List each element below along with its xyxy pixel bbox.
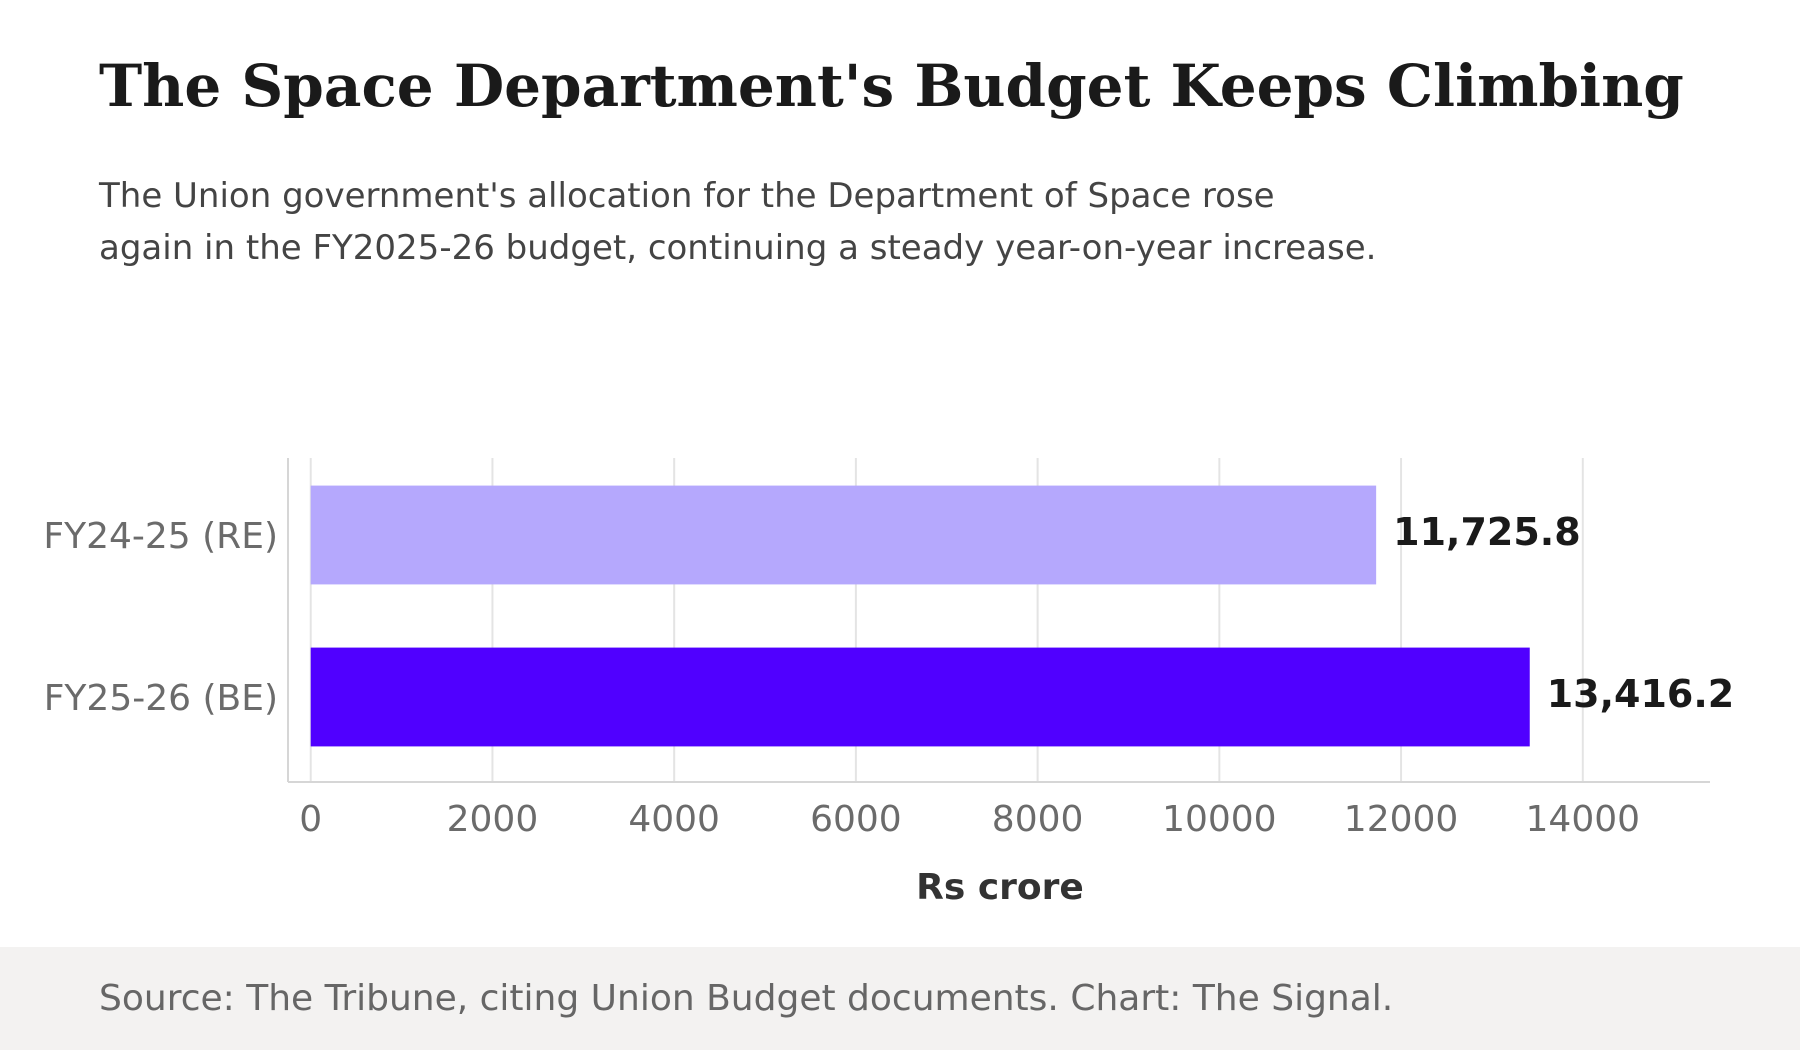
x-tick-label: 2000 — [447, 799, 539, 840]
chart-subtitle: The Union government's allocation for th… — [99, 176, 1377, 268]
x-tick-label: 8000 — [992, 799, 1084, 840]
x-tick-label: 0 — [299, 799, 322, 840]
bar — [310, 485, 1377, 585]
x-tick-label: 12000 — [1344, 799, 1459, 840]
axes — [287, 458, 1710, 783]
x-tick-label: 4000 — [628, 799, 720, 840]
bar-value-label: 11,725.8 — [1393, 510, 1581, 554]
bar-value-label: 13,416.2 — [1547, 672, 1735, 716]
source-note: Source: The Tribune, citing Union Budget… — [99, 978, 1394, 1019]
x-tick-label: 10000 — [1162, 799, 1277, 840]
chart-title: The Space Department's Budget Keeps Clim… — [99, 52, 1684, 120]
x-tick-label: 14000 — [1526, 799, 1641, 840]
y-category-label: FY25-26 (BE) — [44, 678, 278, 719]
bar-chart: 0 2000 4000 6000 8000 10000 12000 14000 FY24-25 … — [43, 458, 1734, 908]
x-axis-title: Rs crore — [916, 867, 1084, 908]
labels: 0 2000 4000 6000 8000 10000 12000 14000 FY24-25 … — [43, 510, 1734, 840]
bar — [310, 647, 1530, 747]
x-tick-label: 6000 — [810, 799, 902, 840]
y-category-label: FY24-25 (RE) — [43, 516, 278, 557]
footer: Source: The Tribune, citing Union Budget… — [0, 947, 1800, 1050]
bars — [310, 485, 1530, 747]
